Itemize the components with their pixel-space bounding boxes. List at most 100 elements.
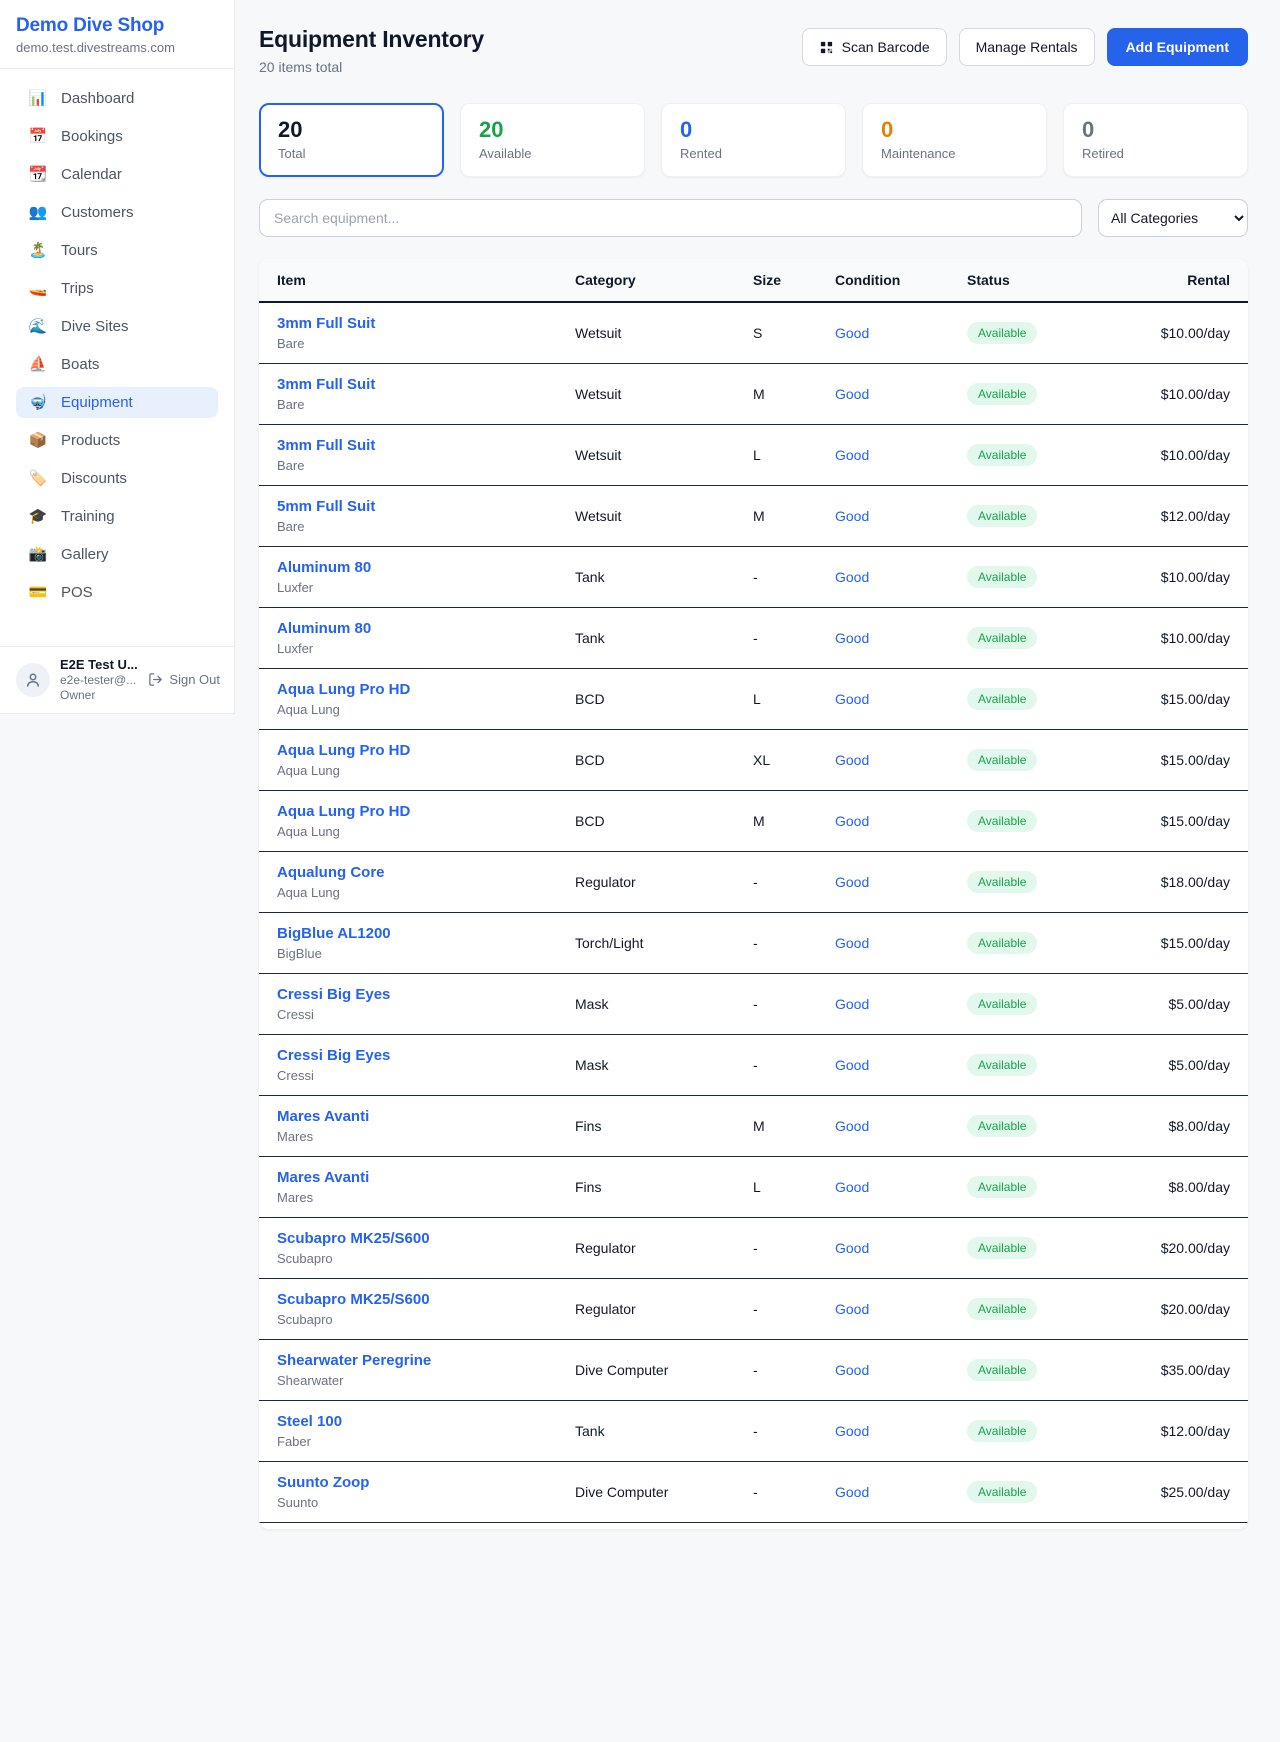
item-size: - bbox=[737, 1400, 819, 1462]
item-rental-rate: $8.00/day bbox=[1139, 1156, 1248, 1218]
item-name-link[interactable]: BigBlue AL1200 bbox=[277, 924, 391, 942]
item-name-link[interactable]: 3mm Full Suit bbox=[277, 375, 376, 393]
category-select[interactable]: All Categories bbox=[1098, 199, 1248, 237]
item-brand: Mares bbox=[277, 1128, 314, 1144]
item-category: BCD bbox=[559, 729, 737, 791]
add-equipment-button[interactable]: Add Equipment bbox=[1106, 28, 1248, 66]
status-badge: Available bbox=[967, 565, 1038, 588]
item-name-link[interactable]: Mares Avanti bbox=[277, 1107, 370, 1125]
item-rental-rate: $35.00/day bbox=[1139, 1339, 1248, 1401]
item-condition-link[interactable]: Good bbox=[835, 446, 870, 463]
item-name-link[interactable]: Suunto Zoop bbox=[277, 1473, 370, 1491]
user-meta: E2E Test U... e2e-tester@... Owner bbox=[60, 657, 138, 703]
stat-card-retired[interactable]: 0 Retired bbox=[1063, 103, 1248, 177]
item-name-link[interactable]: Cressi Big Eyes bbox=[277, 1046, 391, 1064]
sidebar-item-pos[interactable]: 💳 POS bbox=[16, 577, 218, 608]
item-name-link[interactable]: Cressi Big Eyes bbox=[277, 985, 391, 1003]
item-category: Torch/Light bbox=[559, 912, 737, 974]
item-name-link[interactable]: Aqua Lung Pro HD bbox=[277, 680, 411, 698]
sidebar-item-label: Training bbox=[61, 508, 115, 525]
sidebar-item-calendar[interactable]: 📆 Calendar bbox=[16, 159, 218, 190]
item-condition-link[interactable]: Good bbox=[835, 812, 870, 829]
item-size: L bbox=[737, 668, 819, 730]
item-condition-link[interactable]: Good bbox=[835, 690, 870, 707]
item-condition-link[interactable]: Good bbox=[835, 507, 870, 524]
table-row: Shearwater Peregrine Shearwater Dive Com… bbox=[259, 1339, 1248, 1401]
item-condition-link[interactable]: Good bbox=[835, 568, 870, 585]
stat-value: 0 bbox=[1082, 117, 1095, 142]
stat-card-rented[interactable]: 0 Rented bbox=[661, 103, 846, 177]
item-name-link[interactable]: 3mm Full Suit bbox=[277, 314, 376, 332]
item-condition-link[interactable]: Good bbox=[835, 995, 870, 1012]
stat-card-total[interactable]: 20 Total bbox=[259, 103, 444, 177]
sidebar-nav: 📊 Dashboard 📅 Bookings 📆 Calendar 👥 Cust… bbox=[0, 69, 234, 625]
item-name-link[interactable]: Aluminum 80 bbox=[277, 619, 372, 637]
item-condition-link[interactable]: Good bbox=[835, 1300, 870, 1317]
sidebar-item-bookings[interactable]: 📅 Bookings bbox=[16, 121, 218, 152]
sidebar-item-training[interactable]: 🎓 Training bbox=[16, 501, 218, 532]
item-size: - bbox=[737, 1217, 819, 1279]
item-size: - bbox=[737, 973, 819, 1035]
item-name-link[interactable]: Aqualung Core bbox=[277, 863, 385, 881]
sign-out-button[interactable]: Sign Out bbox=[148, 672, 220, 687]
item-condition-link[interactable]: Good bbox=[835, 1239, 870, 1256]
items-total-count: 20 items total bbox=[259, 59, 343, 75]
item-condition-link[interactable]: Good bbox=[835, 873, 870, 890]
search-input[interactable] bbox=[259, 199, 1082, 237]
stat-card-maintenance[interactable]: 0 Maintenance bbox=[862, 103, 1047, 177]
stat-value: 0 bbox=[881, 117, 894, 142]
item-category: Wetsuit bbox=[559, 302, 737, 364]
item-name-link[interactable]: Scubapro MK25/S600 bbox=[277, 1290, 430, 1308]
sidebar-item-trips[interactable]: 🚤 Trips bbox=[16, 273, 218, 304]
item-condition-link[interactable]: Good bbox=[835, 934, 870, 951]
brand-title[interactable]: Demo Dive Shop bbox=[16, 15, 165, 36]
discounts-icon: 🏷️ bbox=[28, 470, 48, 487]
item-condition-link[interactable]: Good bbox=[835, 385, 870, 402]
item-condition-link[interactable]: Good bbox=[835, 1422, 870, 1439]
item-condition-link[interactable]: Good bbox=[835, 1056, 870, 1073]
table-row: Aqualung Core Aqua Lung Regulator - Good… bbox=[259, 851, 1248, 913]
status-badge: Available bbox=[967, 1358, 1038, 1381]
sidebar-item-equipment[interactable]: 🤿 Equipment bbox=[16, 387, 218, 418]
item-brand: Luxfer bbox=[277, 640, 314, 656]
item-name-link[interactable]: 5mm Full Suit bbox=[277, 497, 376, 515]
item-condition-link[interactable]: Good bbox=[835, 1361, 870, 1378]
sidebar-item-dashboard[interactable]: 📊 Dashboard bbox=[16, 83, 218, 114]
item-name-link[interactable]: Mares Avanti bbox=[277, 1168, 370, 1186]
sidebar-item-boats[interactable]: ⛵ Boats bbox=[16, 349, 218, 380]
item-name-link[interactable]: Shearwater Peregrine bbox=[277, 1351, 432, 1369]
item-name-link[interactable]: Aqua Lung Pro HD bbox=[277, 802, 411, 820]
manage-rentals-button[interactable]: Manage Rentals bbox=[958, 28, 1095, 66]
item-condition-link[interactable]: Good bbox=[835, 324, 870, 341]
item-name-link[interactable]: Steel 100 bbox=[277, 1412, 343, 1430]
sidebar-item-tours[interactable]: 🏝️ Tours bbox=[16, 235, 218, 266]
sidebar-item-dive-sites[interactable]: 🌊 Dive Sites bbox=[16, 311, 218, 342]
sidebar-item-label: Calendar bbox=[61, 166, 122, 183]
item-condition-link[interactable]: Good bbox=[835, 1117, 870, 1134]
status-badge: Available bbox=[967, 443, 1038, 466]
sidebar-item-gallery[interactable]: 📸 Gallery bbox=[16, 539, 218, 570]
item-name-link[interactable]: Scubapro MK25/S600 bbox=[277, 1229, 430, 1247]
item-size: M bbox=[737, 485, 819, 547]
page-header: Equipment Inventory 20 items total Scan … bbox=[259, 26, 1248, 75]
item-size: M bbox=[737, 363, 819, 425]
user-block: E2E Test U... e2e-tester@... Owner Sign … bbox=[0, 645, 234, 713]
sidebar-item-discounts[interactable]: 🏷️ Discounts bbox=[16, 463, 218, 494]
stat-value: 0 bbox=[680, 117, 693, 142]
table-row: 5mm Full Suit Bare Wetsuit M Good Availa… bbox=[259, 485, 1248, 547]
item-condition-link[interactable]: Good bbox=[835, 751, 870, 768]
item-condition-link[interactable]: Good bbox=[835, 1178, 870, 1195]
item-category: Wetsuit bbox=[559, 485, 737, 547]
scan-barcode-button[interactable]: Scan Barcode bbox=[801, 28, 947, 66]
item-name-link[interactable]: Aqua Lung Pro HD bbox=[277, 741, 411, 759]
item-condition-link[interactable]: Good bbox=[835, 629, 870, 646]
stat-card-available[interactable]: 20 Available bbox=[460, 103, 645, 177]
item-category: Dive Computer bbox=[559, 1461, 737, 1523]
item-name-link[interactable]: Aluminum 80 bbox=[277, 558, 372, 576]
sidebar-item-products[interactable]: 📦 Products bbox=[16, 425, 218, 456]
item-condition-link[interactable]: Good bbox=[835, 1483, 870, 1500]
table-row: Aluminum 80 Luxfer Tank - Good Available… bbox=[259, 546, 1248, 608]
sidebar-item-customers[interactable]: 👥 Customers bbox=[16, 197, 218, 228]
item-rental-rate: $15.00/day bbox=[1139, 912, 1248, 974]
item-name-link[interactable]: 3mm Full Suit bbox=[277, 436, 376, 454]
